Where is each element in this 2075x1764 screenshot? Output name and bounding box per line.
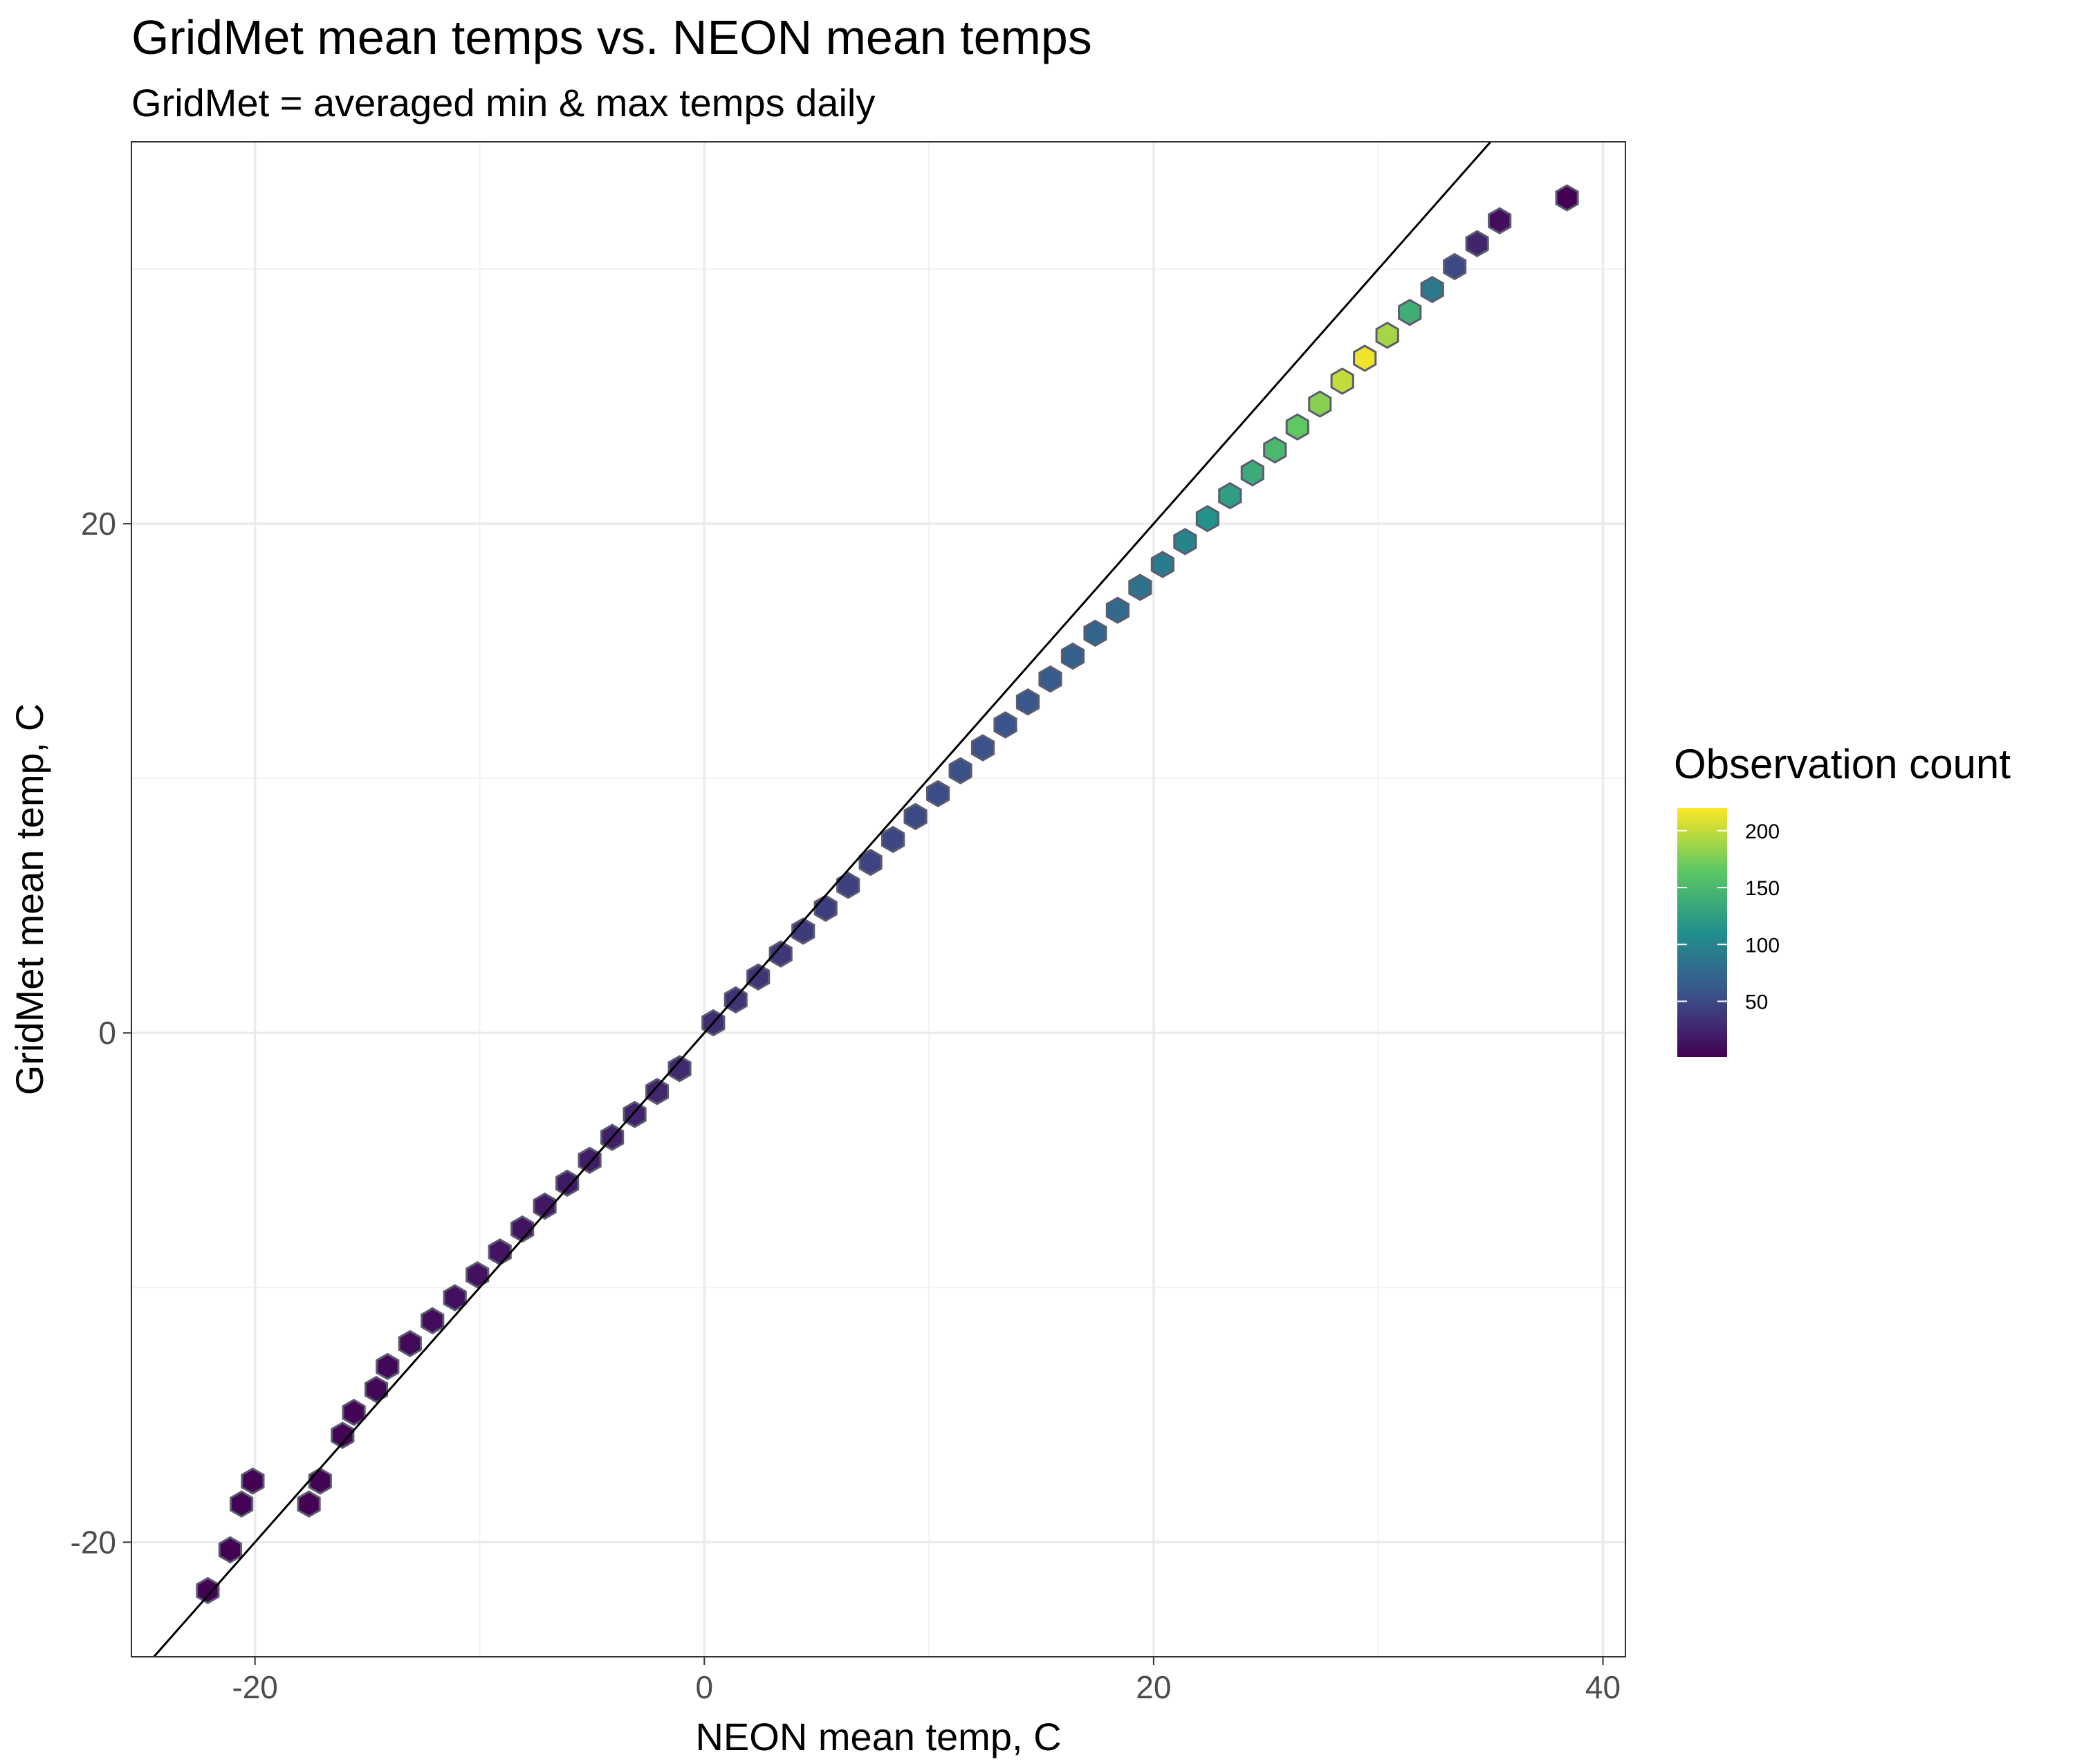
x-tick-label: 20 (1136, 1669, 1171, 1705)
hexbin-cell (1105, 596, 1129, 624)
hexbin-cell (1285, 413, 1309, 441)
hexbin-cell (196, 1577, 220, 1605)
hexbin-cell (308, 1467, 332, 1495)
x-tick-label: 40 (1585, 1669, 1621, 1705)
hexbin-cell (1195, 504, 1219, 533)
hexbin-cell (1353, 344, 1377, 372)
hexbin-cell (555, 1169, 580, 1197)
hexbin-cell (926, 780, 950, 808)
hexbin-cell (1308, 390, 1332, 418)
y-tick-label: 20 (81, 506, 116, 542)
hexbin-cell (667, 1055, 692, 1083)
hexbin-cell (993, 711, 1017, 739)
hexbin-cell (1150, 551, 1174, 578)
hexbin-cell (578, 1146, 602, 1175)
y-axis-title: GridMet mean temp, C (8, 704, 51, 1095)
chart-title: GridMet mean temps vs. NEON mean temps (131, 10, 1092, 64)
hexbin-layer (196, 184, 1579, 1605)
y-tick-label: 0 (98, 1015, 116, 1051)
hexbin-cell (342, 1398, 366, 1426)
minor-gridlines (131, 142, 1625, 1657)
panel-background (131, 142, 1625, 1657)
chart-subtitle: GridMet = averaged min & max temps daily (131, 81, 875, 125)
hexbin-cell (1375, 321, 1399, 349)
hexbin-cell (881, 825, 905, 854)
hexbin-cell (1218, 481, 1242, 510)
legend: Observation count 50 100 150 200 (1674, 741, 2011, 1057)
x-tick-label: -20 (232, 1669, 277, 1705)
hexbin-cell (1240, 459, 1264, 487)
hexbin-cell (836, 872, 860, 899)
hexbin-cell (1488, 207, 1512, 235)
plot-panel (131, 141, 1626, 1657)
hexbin-cell (533, 1192, 557, 1220)
hexbin-cell (331, 1422, 355, 1449)
legend-colorbar (1677, 808, 1727, 1057)
x-axis-ticks: -20 0 20 40 (232, 1657, 1621, 1705)
hexbin-cell (903, 802, 928, 831)
identity-line (153, 141, 1492, 1657)
hexbin-cell (218, 1536, 242, 1564)
hexbin-cell (1465, 230, 1489, 257)
hexbin-cell (297, 1490, 321, 1518)
hexbin-cell (791, 917, 815, 945)
hexbin-cell (622, 1101, 647, 1128)
hexbin-cell (398, 1330, 422, 1358)
hexbin-cell (1173, 528, 1197, 555)
hexbin-cell (746, 963, 771, 991)
hexbin-cell (970, 734, 995, 762)
hexbin-cell (488, 1238, 512, 1266)
hexbin-cell (768, 940, 793, 968)
legend-label: 100 (1745, 934, 1780, 957)
legend-ticks: 50 100 150 200 (1677, 820, 1780, 1013)
panel-border (131, 141, 1626, 1657)
legend-label: 50 (1745, 991, 1768, 1013)
hexbin-cell (723, 986, 748, 1014)
hexbin-cell (1083, 619, 1107, 647)
hexbin-cell (510, 1215, 535, 1243)
hexbin-cell (813, 894, 838, 922)
hexbin-cell (1128, 573, 1152, 601)
x-tick-label: 0 (695, 1669, 713, 1705)
hexbin-cell (465, 1261, 490, 1289)
x-axis-title: NEON mean temp, C (695, 1715, 1061, 1758)
legend-title: Observation count (1674, 741, 2011, 787)
hexbin-cell (230, 1490, 254, 1518)
hexbin-cell (1015, 688, 1040, 716)
hexbin-cell (1330, 367, 1354, 395)
legend-label: 200 (1745, 820, 1780, 843)
hexbin-cell (1555, 184, 1579, 212)
hexbin-cell (241, 1467, 265, 1495)
hexbin-cell (1060, 642, 1085, 670)
hexbin-cell (645, 1078, 670, 1105)
hexbin-cell (1263, 436, 1287, 464)
hexbin-cell (1398, 298, 1422, 327)
hexbin-cell (948, 757, 972, 784)
hexbin-cell (1420, 275, 1444, 304)
y-axis-ticks: -20 0 20 (71, 506, 131, 1560)
legend-label: 150 (1745, 877, 1780, 900)
hexbin-cell (421, 1307, 445, 1334)
hexbin-cell (376, 1352, 400, 1381)
major-gridlines (131, 142, 1625, 1657)
hexbin-cell (443, 1284, 467, 1312)
hexbin-cell (1443, 252, 1467, 281)
hexbin-cell (1038, 665, 1062, 693)
hexbin-cell (365, 1375, 389, 1404)
y-tick-label: -20 (71, 1524, 116, 1560)
